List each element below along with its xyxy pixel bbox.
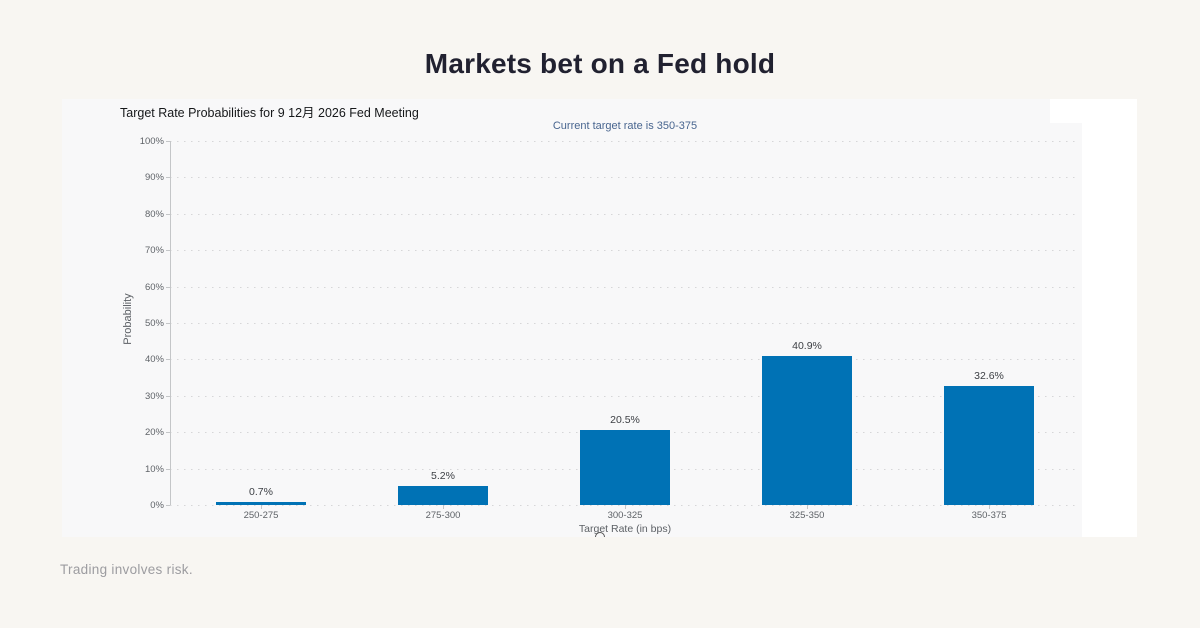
- y-axis-tick: [166, 323, 170, 324]
- x-axis-tick: [989, 505, 990, 509]
- y-tick-label: 70%: [144, 245, 164, 257]
- bar-value-label: 32.6%: [974, 370, 1004, 383]
- cropped-logo-arc-icon: [595, 532, 605, 537]
- y-axis-tick: [166, 213, 170, 215]
- gridline: [170, 286, 1080, 288]
- y-axis-tick: [166, 250, 170, 252]
- gridline: [170, 141, 1080, 142]
- y-axis-tick: [166, 505, 170, 506]
- gridline: [170, 213, 1080, 215]
- y-tick-label: 60%: [144, 281, 164, 293]
- bar-value-label: 0.7%: [249, 486, 273, 499]
- x-category-label: 300-325: [607, 510, 643, 521]
- x-category-label: 350-375: [971, 510, 1007, 521]
- x-category-label: 250-275: [243, 510, 279, 521]
- y-axis-tick: [166, 432, 170, 434]
- y-axis-title: Probability: [122, 293, 134, 345]
- x-category-label: 275-300: [425, 510, 461, 521]
- y-axis-tick: [166, 359, 170, 361]
- gridline: [170, 250, 1080, 252]
- y-tick-label: 0%: [150, 500, 164, 511]
- y-tick-label: 50%: [144, 318, 164, 329]
- chart-subtitle: Current target rate is 350-375: [552, 120, 698, 132]
- bar-value-label: 5.2%: [431, 470, 455, 483]
- gridline: [170, 323, 1080, 324]
- x-axis-tick: [443, 505, 444, 509]
- fedwatch-chart-card: Target Rate Probabilities for 9 12月 2026…: [62, 99, 1137, 537]
- probability-bar[interactable]: [216, 502, 306, 505]
- chart-title: Target Rate Probabilities for 9 12月 2026…: [120, 106, 419, 120]
- probability-bar[interactable]: [398, 486, 488, 505]
- probability-bar[interactable]: [762, 356, 852, 505]
- gridline: [170, 177, 1080, 179]
- risk-disclaimer: Trading involves risk.: [60, 562, 193, 577]
- y-axis-tick: [166, 468, 170, 470]
- y-tick-label: 20%: [144, 427, 164, 439]
- x-axis-tick: [261, 505, 262, 509]
- bar-value-label: 40.9%: [792, 340, 822, 353]
- blank-strip-right: [1082, 99, 1137, 537]
- y-axis-tick: [166, 395, 170, 397]
- y-axis-line: [170, 141, 171, 505]
- y-tick-label: 100%: [139, 136, 164, 147]
- y-axis-tick: [166, 286, 170, 288]
- y-tick-label: 40%: [144, 354, 164, 366]
- gridline: [170, 359, 1080, 361]
- y-axis-tick: [166, 141, 170, 142]
- x-axis-tick: [807, 505, 808, 509]
- y-tick-label: 10%: [144, 463, 164, 475]
- x-axis-tick: [625, 505, 626, 509]
- x-axis-title: Target Rate (in bps): [578, 523, 672, 535]
- y-axis-tick: [166, 177, 170, 179]
- page-title: Markets bet on a Fed hold: [424, 48, 776, 79]
- gridline: [170, 395, 1080, 397]
- probability-bar[interactable]: [580, 430, 670, 505]
- x-category-label: 325-350: [789, 510, 825, 521]
- y-tick-label: 80%: [144, 208, 164, 220]
- probability-bar[interactable]: [944, 386, 1034, 505]
- y-tick-label: 30%: [144, 390, 164, 402]
- y-tick-label: 90%: [144, 172, 164, 184]
- bar-value-label: 20.5%: [610, 414, 640, 427]
